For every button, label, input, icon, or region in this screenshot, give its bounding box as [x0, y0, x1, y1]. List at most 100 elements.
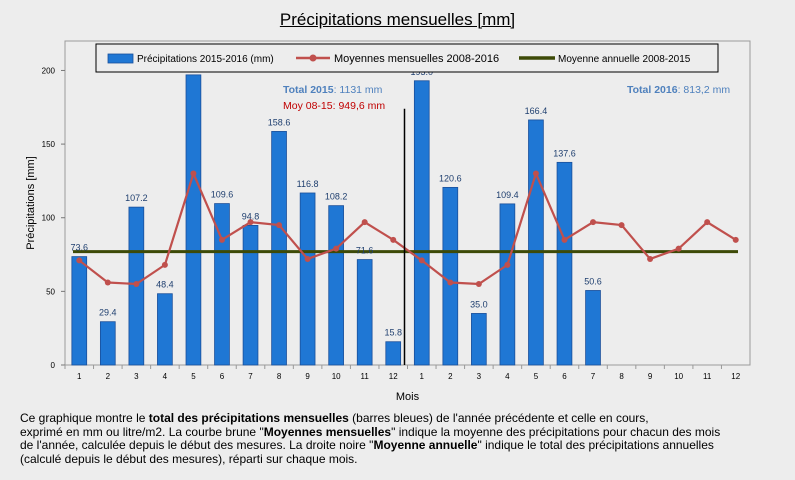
bar-value-label: 94.8: [242, 211, 260, 221]
monthly-mean-point: [161, 261, 168, 268]
bar-value-label: 71.6: [356, 246, 374, 256]
bar-value-label: 116.8: [297, 179, 319, 189]
bar: [385, 341, 402, 366]
bar-value-label: 166.4: [525, 106, 548, 116]
plot-area: [64, 40, 751, 366]
annotations: Total 2015: 1131 mm Moy 08-15: 949,6 mm To…: [283, 84, 730, 112]
bar-value-label: 108.2: [325, 192, 348, 202]
monthly-mean-point: [418, 257, 425, 264]
x-tick-label: 8: [619, 372, 624, 381]
caption-line-1: Ce graphique montre le total des précipi…: [20, 411, 649, 425]
bar: [214, 203, 230, 366]
y-axis-label: Précipitations [mm]: [25, 156, 37, 250]
x-tick-label: 6: [220, 372, 225, 381]
bar: [442, 186, 459, 366]
monthly-mean-point: [247, 219, 254, 226]
x-tick-label: 4: [163, 372, 168, 381]
monthly-mean-point: [190, 170, 197, 177]
monthly-mean-point: [390, 236, 397, 243]
chart-title: Précipitations mensuelles [mm]: [279, 10, 516, 29]
monthly-mean-point: [590, 219, 597, 226]
total-2015-annotation-label: Total 2015: [283, 84, 334, 96]
bar-value-label: 29.4: [99, 308, 117, 318]
x-tick-label: 6: [562, 372, 567, 381]
bars-group: [71, 74, 601, 366]
y-tick-label: 150: [42, 140, 56, 149]
bar: [528, 119, 544, 366]
monthly-mean-point: [76, 257, 83, 264]
bar: [242, 224, 259, 366]
total-2016-annotation-value: : 813,2 mm: [678, 84, 731, 96]
x-tick-label: 3: [134, 372, 139, 381]
bar-value-label: 35.0: [470, 299, 488, 309]
x-axis-label: Mois: [396, 391, 420, 403]
legend: Précipitations 2015-2016 (mm) Moyennes me…: [95, 43, 719, 73]
monthly-mean-point: [647, 255, 654, 262]
caption-line-4: (calculé depuis le début des mesures), r…: [20, 451, 358, 466]
bar-value-label: 158.6: [268, 117, 291, 127]
bar-value-label: 15.8: [384, 328, 402, 338]
legend-bar-label: Précipitations 2015-2016 (mm): [137, 54, 274, 65]
monthly-mean-point: [104, 279, 111, 286]
bar-value-label: 109.4: [496, 190, 519, 200]
bar: [356, 259, 373, 366]
total-2016-annotation: Total 2016: 813,2 mm: [627, 84, 730, 96]
bar-value-label: 48.4: [156, 280, 174, 290]
monthly-mean-point: [504, 261, 511, 268]
x-tick-label: 10: [332, 372, 341, 381]
monthly-mean-point: [133, 281, 140, 287]
legend-line-label: Moyennes mensuelles 2008-2016: [334, 53, 499, 65]
total-2015-annotation: Total 2015: 1131 mm: [283, 84, 383, 96]
bar: [271, 131, 287, 366]
x-tick-label: 8: [277, 372, 282, 381]
total-2016-annotation-label: Total 2016: [627, 84, 678, 96]
bar: [556, 161, 573, 366]
bar: [413, 80, 430, 366]
x-tick-label: 11: [703, 372, 712, 381]
caption: Ce graphique montre le total des précipi…: [20, 411, 780, 466]
bar-value-label: 107.2: [125, 193, 148, 203]
caption-line-2: exprimé en mm ou litre/m2. La courbe bru…: [20, 424, 721, 439]
x-tick-label: 5: [191, 372, 196, 381]
x-tick-label: 3: [477, 372, 482, 381]
y-tick-label: 0: [51, 361, 56, 370]
x-tick-label: 9: [305, 372, 310, 381]
bar: [328, 205, 344, 366]
bar-value-label: 50.6: [584, 276, 602, 286]
monthly-mean-point: [276, 222, 283, 229]
monthly-mean-point: [304, 255, 311, 262]
x-tick-label: 7: [248, 372, 253, 381]
y-tick-label: 50: [46, 287, 55, 296]
legend-line-marker: [309, 54, 317, 62]
bar: [299, 192, 316, 366]
bar: [185, 74, 202, 366]
monthly-mean-point: [618, 222, 625, 229]
bar-value-label: 120.6: [439, 173, 462, 183]
bar-value-label: 109.6: [211, 190, 234, 200]
bar: [99, 321, 116, 366]
monthly-mean-point: [675, 245, 682, 252]
monthly-mean-point: [333, 245, 340, 252]
x-tick-label: 9: [648, 372, 653, 381]
bar: [157, 293, 173, 366]
caption-line-3: de l'année, calculée depuis le début des…: [20, 438, 714, 452]
bar: [499, 203, 516, 366]
x-tick-label: 11: [361, 372, 370, 381]
x-tick-label: 2: [106, 372, 111, 381]
moy-annotation: Moy 08-15: 949,6 mm: [283, 100, 385, 112]
x-tick-label: 5: [534, 372, 539, 381]
bar: [71, 256, 88, 366]
x-tick-label: 2: [448, 372, 453, 381]
monthly-mean-point: [218, 236, 225, 243]
monthly-mean-point: [447, 279, 454, 286]
x-tick-label: 12: [731, 372, 740, 381]
legend-hline-label: Moyenne annuelle 2008-2015: [558, 54, 691, 65]
bar: [471, 313, 487, 366]
bar-value-label: 137.6: [553, 148, 576, 158]
y-tick-label: 200: [42, 66, 56, 75]
bar: [585, 290, 601, 366]
monthly-mean-line: [78, 170, 737, 286]
y-tick-label: 100: [42, 214, 56, 223]
